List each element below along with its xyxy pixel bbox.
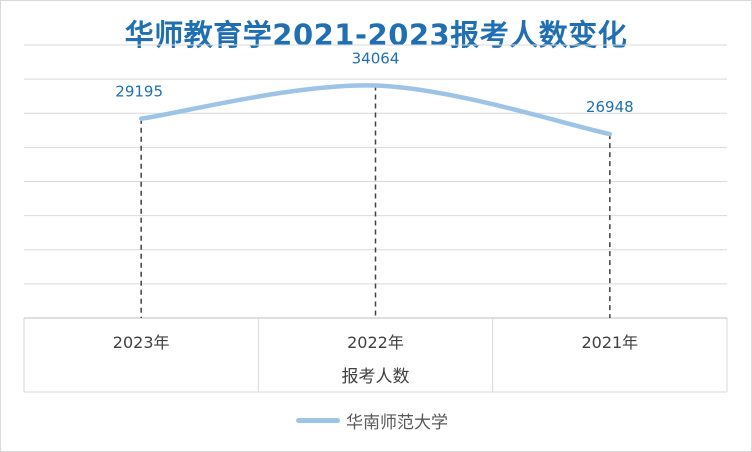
x-tick-label: 2022年 [347, 333, 404, 352]
legend-label: 华南师范大学 [346, 413, 448, 433]
legend: 华南师范大学 [296, 408, 448, 433]
data-label: 34064 [352, 50, 400, 68]
x-tick-label: 2023年 [113, 333, 170, 352]
legend-swatch [296, 418, 340, 423]
x-axis-title: 报考人数 [342, 367, 410, 387]
x-tick-label: 2021年 [581, 333, 638, 352]
data-label: 29195 [115, 83, 163, 101]
series-line [138, 83, 613, 137]
data-label: 26948 [586, 98, 634, 116]
chart-title: 华师教育学2021-2023报考人数变化 [124, 18, 628, 52]
